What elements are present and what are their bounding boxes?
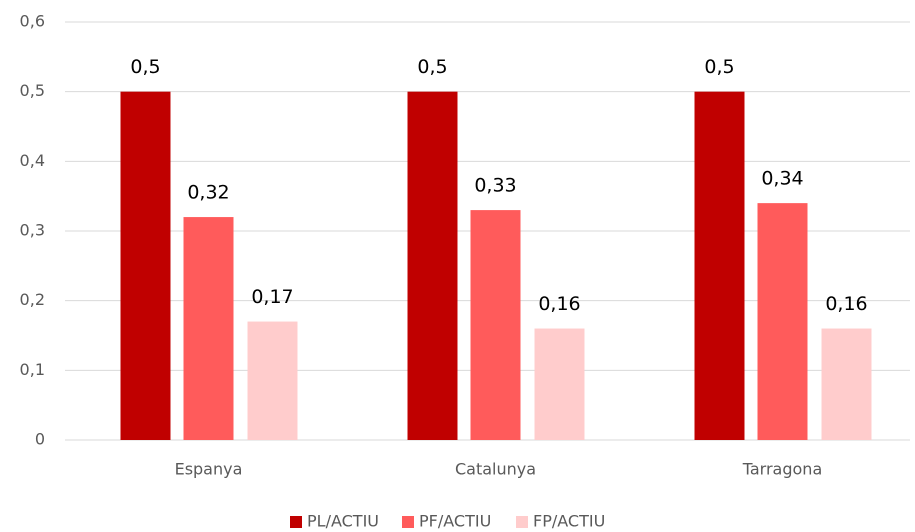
- value-label: 0,5: [130, 56, 160, 78]
- y-tick-label: 0,4: [20, 151, 45, 170]
- y-tick-label: 0,2: [20, 290, 45, 309]
- y-tick-label: 0,6: [20, 12, 45, 31]
- bar: [534, 328, 585, 440]
- legend-swatch: [402, 516, 414, 528]
- bar: [183, 217, 234, 440]
- value-label: 0,5: [417, 56, 447, 78]
- value-label: 0,16: [825, 293, 867, 315]
- bar: [407, 91, 458, 441]
- legend-label: PF/ACTIU: [419, 512, 491, 531]
- bar: [247, 321, 298, 440]
- bar: [120, 91, 171, 441]
- bar: [470, 210, 521, 440]
- bar: [757, 203, 808, 440]
- legend-label: FP/ACTIU: [533, 512, 605, 531]
- value-label: 0,16: [538, 293, 580, 315]
- y-tick-label: 0,1: [20, 360, 45, 379]
- value-label: 0,17: [251, 286, 293, 308]
- value-label: 0,33: [474, 175, 516, 197]
- legend-swatch: [516, 516, 528, 528]
- value-label: 0,34: [761, 168, 803, 190]
- bar: [821, 328, 872, 440]
- x-tick-label: Catalunya: [455, 460, 536, 479]
- y-tick-label: 0,5: [20, 81, 45, 100]
- x-tick-label: Tarragona: [742, 460, 823, 479]
- value-label: 0,5: [704, 56, 734, 78]
- x-tick-label: Espanya: [175, 460, 243, 479]
- y-tick-label: 0: [35, 430, 45, 449]
- legend-label: PL/ACTIU: [307, 512, 379, 531]
- legend-swatch: [290, 516, 302, 528]
- bar: [694, 91, 745, 441]
- y-tick-label: 0,3: [20, 221, 45, 240]
- value-label: 0,32: [187, 182, 229, 204]
